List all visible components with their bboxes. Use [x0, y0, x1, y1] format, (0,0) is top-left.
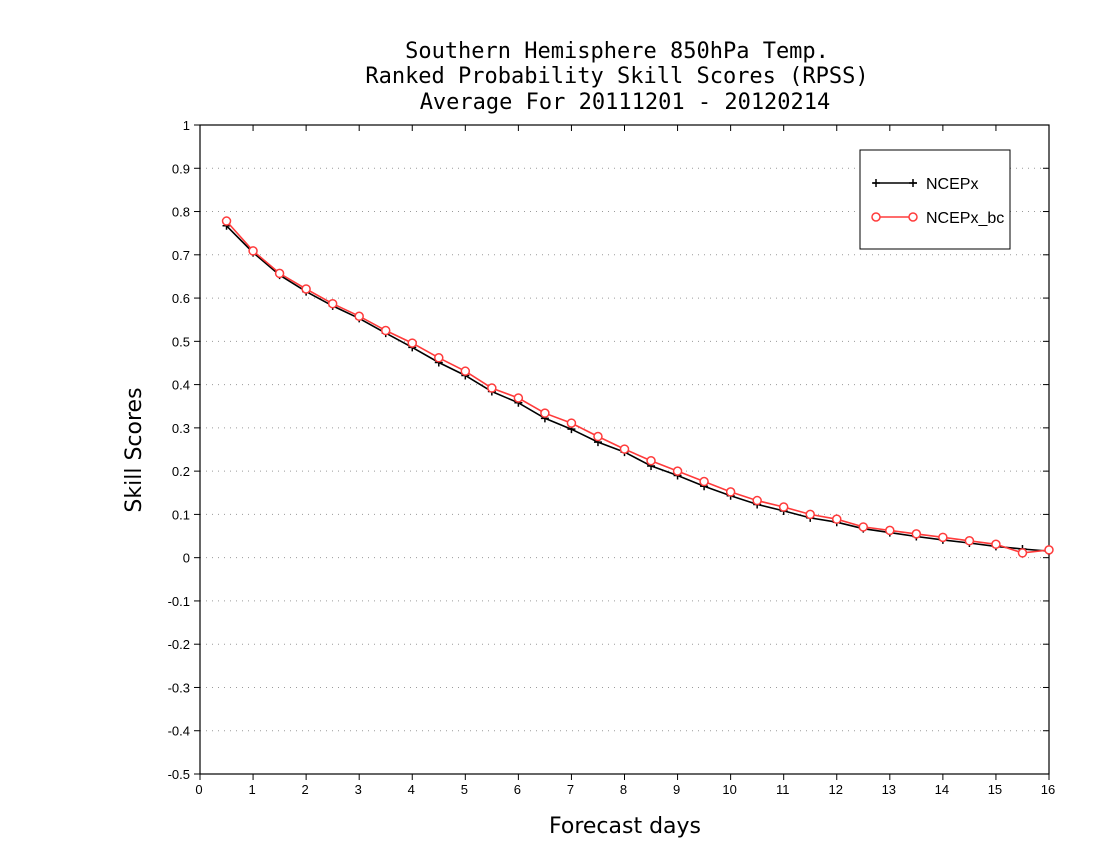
data-point-NCEPx_bc — [327, 298, 338, 309]
x-tick-label: 15 — [988, 782, 1002, 797]
data-point-NCEPx_bc — [221, 216, 232, 226]
x-tick-label: 0 — [195, 782, 202, 797]
data-point-NCEPx_bc — [593, 431, 603, 442]
data-point-NCEPx_bc — [885, 525, 895, 536]
chart-title-line-2: Ranked Probability Skill Scores (RPSS) — [365, 64, 868, 89]
series-line-NCEPx — [225, 225, 1050, 552]
y-tick-label: -0.3 — [168, 680, 190, 695]
data-point-NCEPx_bc — [434, 353, 444, 363]
legend-marker — [872, 179, 917, 187]
legend-item-NCEPx_bc: NCEPx_bc — [871, 210, 1004, 227]
data-point-NCEPx_bc — [911, 529, 922, 539]
y-tick-label: 0.3 — [172, 421, 190, 436]
x-tick-label: 6 — [514, 782, 521, 797]
data-point-NCEPx_bc — [938, 532, 948, 543]
chart-title-line-1: Southern Hemisphere 850hPa Temp. — [405, 39, 829, 64]
x-tick-label: 3 — [355, 782, 362, 797]
legend-label: NCEPx — [926, 176, 978, 193]
y-tick-label: -0.1 — [168, 594, 190, 609]
x-axis-label: Forecast days — [549, 814, 701, 839]
x-tick-label: 11 — [776, 782, 790, 797]
y-axis-label: Skill Scores — [122, 387, 147, 512]
x-tick-label: 7 — [567, 782, 574, 797]
data-point-NCEPx_bc — [460, 366, 471, 376]
legend-marker — [908, 212, 918, 222]
y-tick-label: 0.6 — [172, 291, 190, 306]
y-tick-label: -0.2 — [168, 637, 190, 652]
legend-box — [859, 149, 1011, 250]
data-point-NCEPx_bc — [513, 393, 524, 403]
data-point-NCEPx_bc — [540, 408, 550, 418]
data-point-NCEPx_bc — [487, 383, 497, 393]
y-tick-label: 0.9 — [172, 161, 190, 176]
data-point-NCEPx_bc — [964, 536, 975, 546]
data-point-NCEPx_bc — [699, 476, 709, 487]
data-series — [221, 216, 1054, 558]
x-tick-label: 13 — [882, 782, 896, 797]
x-tick-label: 14 — [935, 782, 949, 797]
data-point-NCEPx_bc — [805, 509, 815, 520]
series-NCEPx_bc — [221, 216, 1054, 558]
x-tick-label: 5 — [461, 782, 468, 797]
y-tick-label: 0.4 — [172, 378, 190, 393]
y-tick-label: 0.2 — [172, 464, 190, 479]
data-point-NCEPx_bc — [566, 418, 577, 428]
data-point-NCEPx_bc — [619, 444, 630, 454]
data-point-NCEPx_bc — [778, 502, 789, 512]
axes: -0.5 -0.4 -0.3 -0.2 -0.1 0 0.1 0.2 0.3 0.4 0.5 0.6 0… — [168, 118, 1056, 797]
legend-item-NCEPx: NCEPx — [872, 176, 978, 193]
y-tick-label: -0.5 — [168, 767, 190, 782]
y-tick-label: 0.8 — [172, 205, 190, 220]
data-point-NCEPx_bc — [301, 284, 311, 294]
legend: NCEPx NCEPx_bc — [859, 149, 1011, 250]
x-tick-label: 9 — [673, 782, 680, 797]
legend-label: NCEPx_bc — [926, 210, 1004, 227]
y-tick-label: 0 — [183, 551, 190, 566]
chart-title: Southern Hemisphere 850hPa Temp. Ranked … — [365, 39, 868, 115]
data-point-NCEPx_bc — [646, 455, 656, 466]
data-point-NCEPx_bc — [1044, 545, 1054, 555]
data-point-NCEPx_bc — [380, 325, 391, 336]
x-tick-label: 1 — [248, 782, 255, 797]
chart-title-line-3: Average For 20111201 - 20120214 — [420, 90, 831, 115]
data-point-NCEPx_bc — [1017, 548, 1028, 558]
y-tick-label: 0.7 — [172, 248, 190, 263]
y-tick-label: 0.5 — [172, 334, 190, 349]
data-point-NCEPx_bc — [858, 522, 869, 532]
data-point-NCEPx_bc — [991, 539, 1001, 550]
x-tick-label: 4 — [408, 782, 415, 797]
x-tick-label: 12 — [829, 782, 843, 797]
y-tick-label: 1 — [183, 118, 190, 133]
data-point-NCEPx_bc — [274, 268, 285, 279]
y-tick-label: -0.4 — [168, 724, 190, 739]
x-tick-label: 8 — [620, 782, 627, 797]
data-point-NCEPx_bc — [752, 495, 762, 506]
legend-marker — [871, 212, 881, 222]
data-point-NCEPx_bc — [725, 487, 736, 497]
series-line-NCEPx_bc — [225, 220, 1050, 554]
data-point-NCEPx_bc — [248, 246, 258, 256]
data-point-NCEPx_bc — [354, 311, 364, 321]
data-point-NCEPx_bc — [672, 466, 683, 476]
y-tick-label: 0.1 — [172, 507, 190, 522]
x-tick-label: 10 — [722, 782, 736, 797]
series-NCEPx — [222, 221, 1053, 556]
data-point-NCEPx_bc — [832, 514, 842, 524]
x-tick-label: 2 — [302, 782, 309, 797]
x-tick-label: 16 — [1041, 782, 1055, 797]
data-point-NCEPx_bc — [407, 338, 417, 348]
